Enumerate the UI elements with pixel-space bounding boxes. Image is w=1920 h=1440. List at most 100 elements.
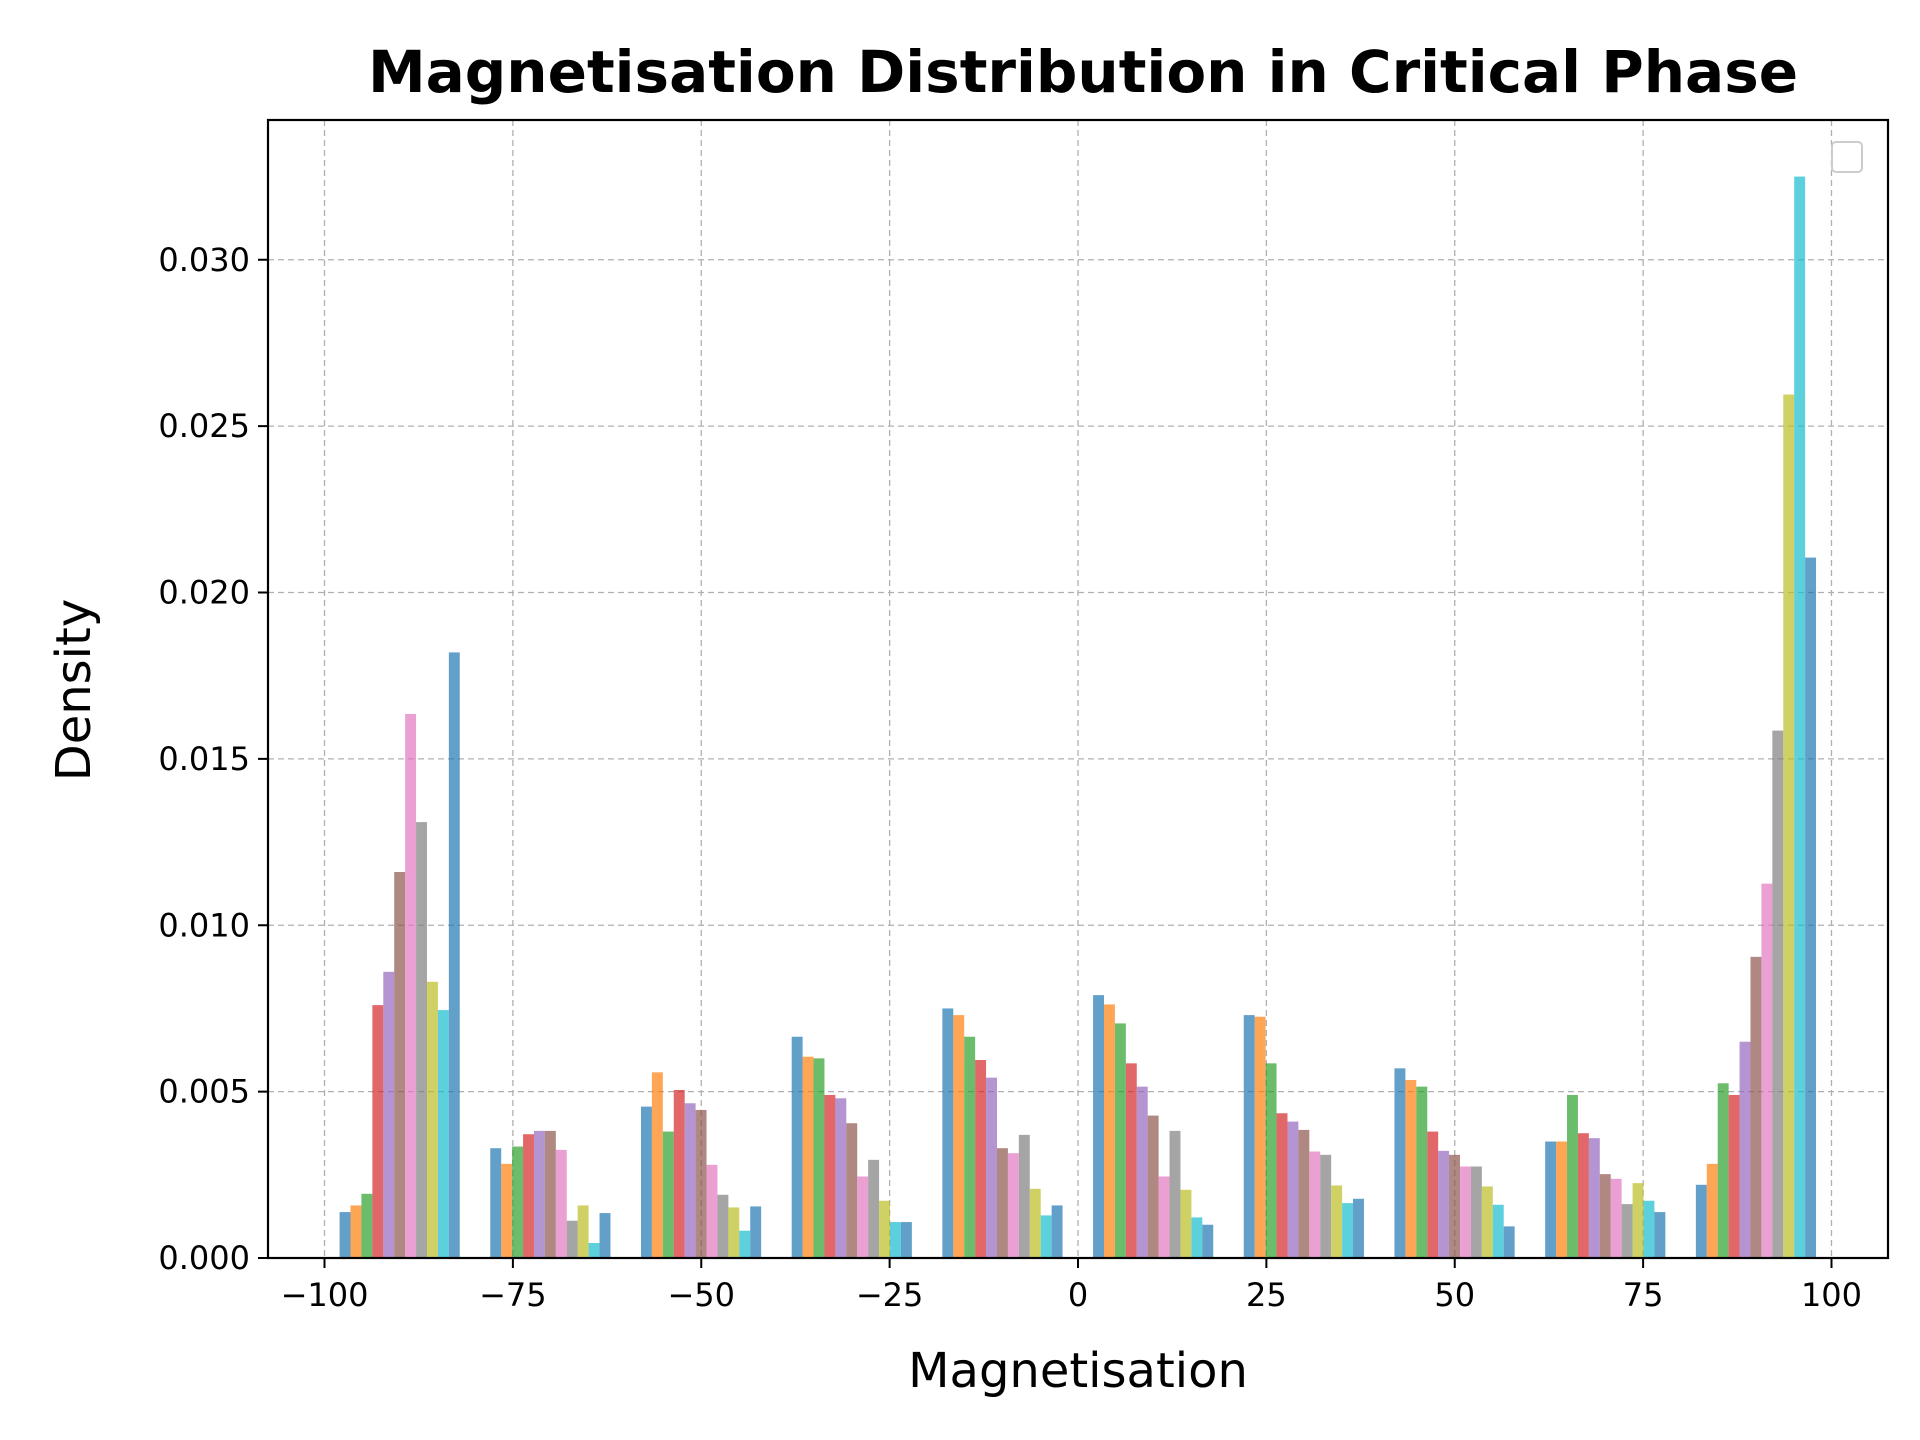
bar [890, 1222, 901, 1258]
bar [1654, 1212, 1666, 1258]
bar [1449, 1154, 1461, 1258]
bar [986, 1077, 997, 1258]
bar [964, 1036, 976, 1258]
bar [651, 1072, 663, 1258]
bar [426, 981, 438, 1258]
bar [1416, 1086, 1428, 1258]
bar [394, 872, 406, 1258]
bar [1427, 1131, 1439, 1258]
bar [1265, 1063, 1277, 1258]
bar [1588, 1138, 1600, 1258]
bar [997, 1148, 1008, 1258]
bar [662, 1131, 674, 1258]
bar [942, 1008, 954, 1258]
bar [1783, 394, 1795, 1258]
x-tick-label: 25 [1246, 1276, 1287, 1314]
bar [1029, 1188, 1041, 1258]
bar [1394, 1068, 1406, 1258]
bar [953, 1015, 965, 1258]
y-tick-label: 0.010 [158, 906, 250, 944]
bar [728, 1207, 740, 1258]
bar [1093, 995, 1104, 1258]
bar [577, 1205, 589, 1258]
y-tick-label: 0.000 [158, 1239, 250, 1277]
bar [1191, 1217, 1203, 1258]
bar [1040, 1215, 1052, 1258]
bar [1460, 1166, 1471, 1258]
bar [750, 1206, 762, 1258]
bar [1051, 1205, 1063, 1258]
bar [1007, 1153, 1019, 1258]
bar [1481, 1186, 1493, 1258]
bar [1717, 1083, 1729, 1258]
bars [339, 176, 1817, 1258]
y-axis-label: Density [46, 599, 102, 781]
bar [1772, 730, 1784, 1258]
bar [1125, 1063, 1137, 1258]
bar [1342, 1203, 1354, 1258]
x-tick-label: 100 [1801, 1276, 1862, 1314]
x-tick-label: −50 [667, 1276, 735, 1314]
grid [268, 120, 1888, 1259]
bar [706, 1164, 718, 1258]
x-tick-label: 50 [1434, 1276, 1475, 1314]
bar [1243, 1015, 1255, 1258]
bar [1405, 1079, 1417, 1258]
bar [1761, 883, 1773, 1258]
x-tick-label: 75 [1623, 1276, 1664, 1314]
bar [1750, 956, 1762, 1258]
bar [695, 1109, 707, 1258]
bar [1503, 1226, 1515, 1258]
bar [791, 1036, 803, 1258]
bar [416, 822, 427, 1258]
bar [1621, 1204, 1633, 1258]
bar [835, 1098, 847, 1258]
bar [1556, 1141, 1568, 1258]
bar [1739, 1041, 1751, 1258]
bar [350, 1205, 362, 1258]
bar [1298, 1129, 1310, 1258]
bar [588, 1243, 600, 1258]
legend-box [1831, 141, 1863, 173]
bar [1136, 1086, 1148, 1258]
bar [1158, 1176, 1170, 1258]
bar [1309, 1151, 1321, 1258]
y-tick-label: 0.030 [158, 241, 250, 279]
bar [372, 1005, 384, 1258]
bar [599, 1213, 611, 1258]
bar [555, 1149, 567, 1258]
bar [1728, 1094, 1740, 1258]
bar [1438, 1150, 1450, 1258]
bar [802, 1056, 814, 1258]
bar [1103, 1004, 1115, 1258]
bar [1695, 1184, 1707, 1258]
bar [868, 1159, 880, 1258]
bar [975, 1060, 987, 1258]
bar [1610, 1178, 1622, 1258]
x-tick-label: −100 [281, 1276, 369, 1314]
bar [1599, 1174, 1611, 1258]
bar [1706, 1163, 1718, 1258]
bar [1147, 1115, 1159, 1258]
bar [1577, 1133, 1589, 1258]
bar [512, 1146, 524, 1258]
x-tick-label: −25 [856, 1276, 924, 1314]
bar [879, 1200, 891, 1258]
bar [1276, 1113, 1288, 1258]
bar [1287, 1121, 1299, 1258]
x-tick-label: 0 [1068, 1276, 1088, 1314]
y-tick-label: 0.015 [158, 740, 250, 778]
bar [824, 1094, 836, 1258]
bar [1180, 1189, 1192, 1258]
bar [1331, 1185, 1343, 1258]
bar [523, 1134, 534, 1258]
bar [846, 1123, 858, 1258]
x-axis-label: Magnetisation [908, 1343, 1248, 1399]
y-tick-label: 0.005 [158, 1073, 250, 1111]
bar [1643, 1200, 1655, 1258]
bar [1018, 1134, 1030, 1258]
bar [1320, 1154, 1332, 1258]
bar [566, 1220, 578, 1258]
y-tick-label: 0.025 [158, 407, 250, 445]
